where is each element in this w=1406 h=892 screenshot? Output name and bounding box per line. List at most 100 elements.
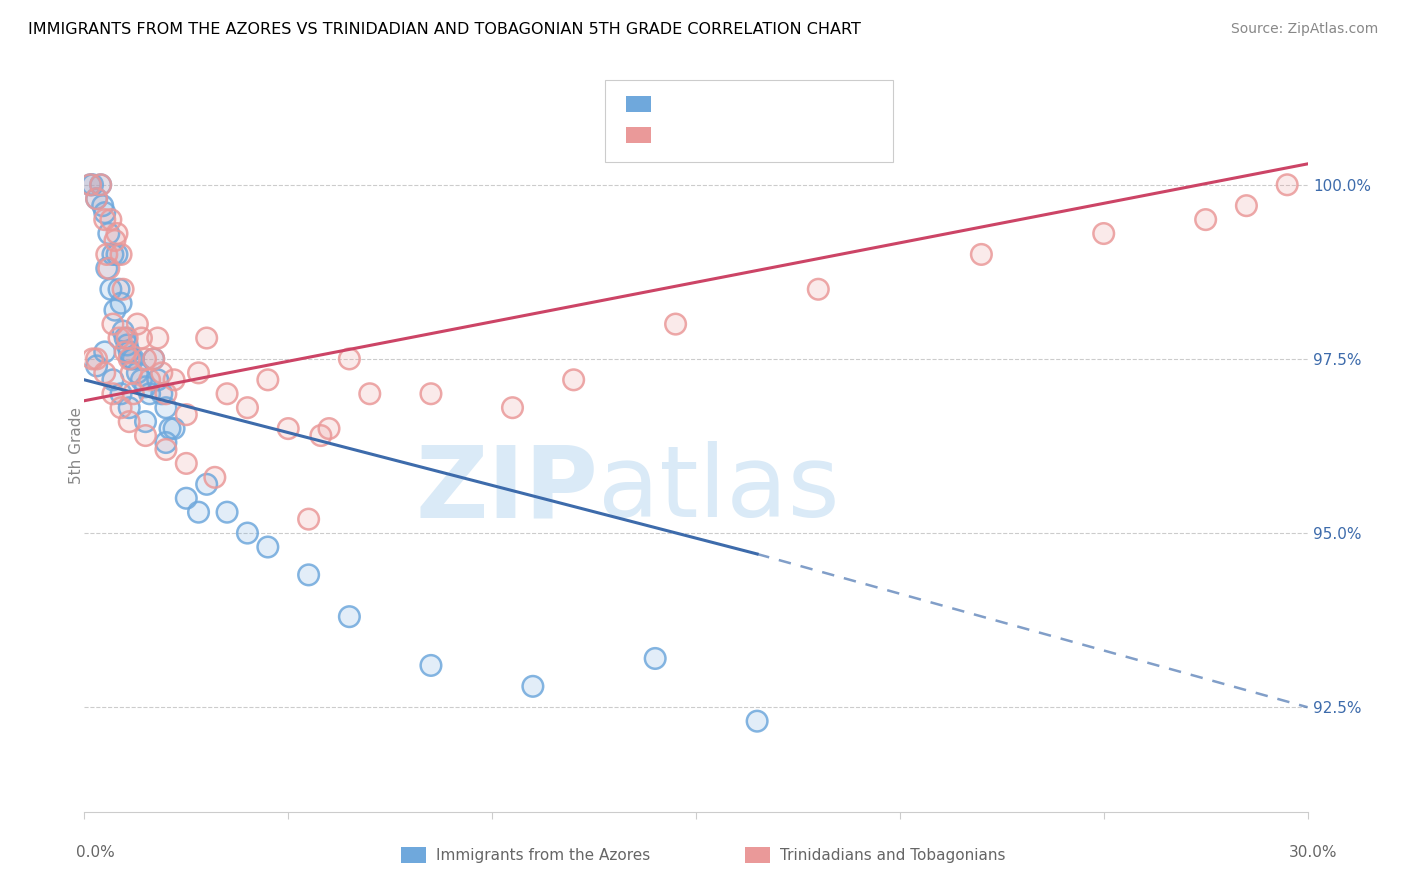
Point xyxy=(318,421,340,435)
Point xyxy=(159,421,181,435)
Point xyxy=(79,178,101,192)
Point xyxy=(174,491,197,506)
Point xyxy=(93,205,115,219)
Point xyxy=(82,351,104,366)
Point xyxy=(101,373,124,387)
Point xyxy=(204,470,226,484)
Point xyxy=(90,178,112,192)
Point xyxy=(114,345,136,359)
Point xyxy=(131,373,153,387)
Point xyxy=(339,609,361,624)
Point xyxy=(236,526,259,541)
Point xyxy=(150,366,173,380)
Point xyxy=(127,317,149,331)
Point xyxy=(159,421,181,435)
Point xyxy=(163,373,186,387)
Point xyxy=(747,714,769,728)
Point xyxy=(86,192,108,206)
Point xyxy=(644,651,666,665)
Point xyxy=(131,331,153,345)
Point xyxy=(155,442,177,457)
Point xyxy=(155,386,177,401)
Point xyxy=(277,421,299,435)
Point xyxy=(163,421,186,435)
Point xyxy=(150,386,173,401)
Text: N = 59: N = 59 xyxy=(789,126,851,144)
Point xyxy=(217,386,239,401)
Point xyxy=(644,651,666,665)
Point xyxy=(86,192,108,206)
Point xyxy=(665,317,688,331)
Point xyxy=(82,351,104,366)
Point xyxy=(204,470,226,484)
Point xyxy=(970,247,993,261)
Point xyxy=(93,345,115,359)
Point xyxy=(82,178,104,192)
Point xyxy=(135,415,157,429)
Point xyxy=(155,435,177,450)
Text: N = 49: N = 49 xyxy=(789,95,851,113)
Point xyxy=(155,435,177,450)
Point xyxy=(155,442,177,457)
Point xyxy=(112,282,135,296)
Point xyxy=(135,415,157,429)
Point xyxy=(91,199,114,213)
Point xyxy=(105,247,128,261)
Point xyxy=(138,386,160,401)
Point xyxy=(114,345,136,359)
Point xyxy=(135,380,157,394)
Point xyxy=(217,386,239,401)
Point xyxy=(110,401,132,415)
Point xyxy=(187,366,209,380)
Point xyxy=(257,373,280,387)
Point xyxy=(665,317,688,331)
Y-axis label: 5th Grade: 5th Grade xyxy=(69,408,83,484)
Point xyxy=(100,212,122,227)
Point xyxy=(120,366,142,380)
Point xyxy=(112,282,135,296)
Text: -0.157: -0.157 xyxy=(713,95,772,113)
Text: 0.394: 0.394 xyxy=(713,126,772,144)
Point xyxy=(108,331,131,345)
Point xyxy=(339,351,361,366)
Point xyxy=(135,351,157,366)
Text: Trinidadians and Tobagonians: Trinidadians and Tobagonians xyxy=(780,848,1005,863)
Point xyxy=(112,324,135,338)
Point xyxy=(97,261,120,276)
Point xyxy=(101,386,124,401)
Point xyxy=(79,178,101,192)
Point xyxy=(135,428,157,442)
Point xyxy=(339,351,361,366)
Point xyxy=(110,247,132,261)
Point xyxy=(110,247,132,261)
Point xyxy=(163,421,186,435)
Text: 0.0%: 0.0% xyxy=(76,845,115,860)
Point xyxy=(127,366,149,380)
Point xyxy=(101,247,124,261)
Point xyxy=(142,351,165,366)
Point xyxy=(309,428,332,442)
Point xyxy=(195,331,218,345)
Point xyxy=(309,428,332,442)
Point xyxy=(131,373,153,387)
Point xyxy=(155,386,177,401)
Point xyxy=(100,212,122,227)
Point xyxy=(142,351,165,366)
Point xyxy=(146,373,169,387)
Text: Source: ZipAtlas.com: Source: ZipAtlas.com xyxy=(1230,22,1378,37)
Point xyxy=(1092,227,1115,241)
Point xyxy=(135,351,157,366)
Point xyxy=(112,324,135,338)
Point xyxy=(187,505,209,519)
Point xyxy=(120,366,142,380)
Point xyxy=(115,338,138,352)
Point xyxy=(1195,212,1218,227)
Point xyxy=(298,567,321,582)
Point xyxy=(82,178,104,192)
Point xyxy=(104,303,127,318)
Point xyxy=(90,178,112,192)
Point xyxy=(91,199,114,213)
Point xyxy=(110,401,132,415)
Point xyxy=(97,261,120,276)
Point xyxy=(970,247,993,261)
